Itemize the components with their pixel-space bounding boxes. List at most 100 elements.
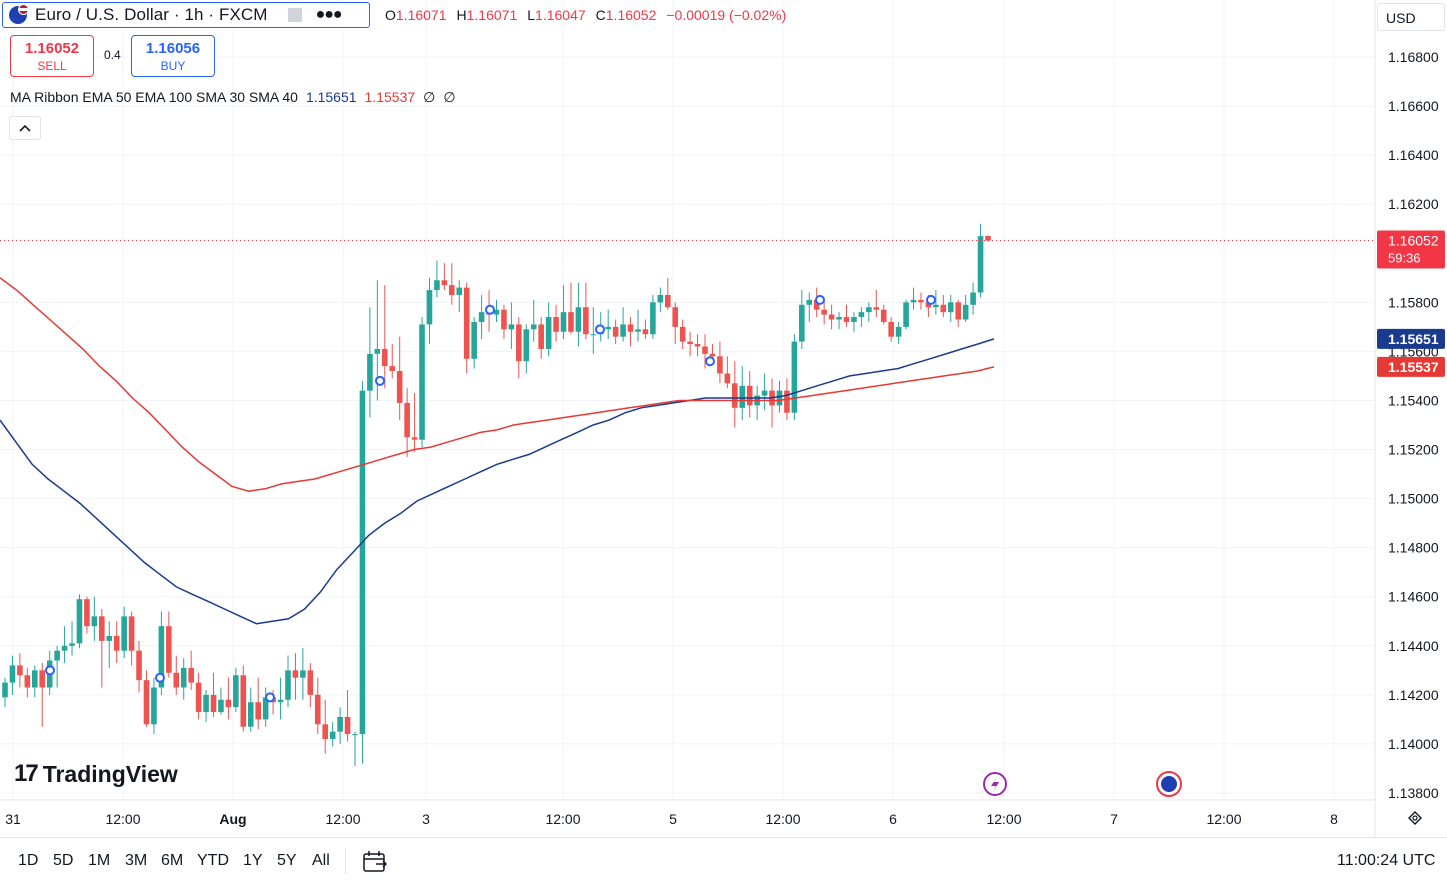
candle-body	[918, 299, 924, 303]
candle-body	[76, 599, 83, 644]
x-tick-label: 12:00	[986, 811, 1021, 827]
candle-body	[828, 314, 835, 320]
candle-body	[947, 302, 954, 313]
currency-selector[interactable]: USD	[1377, 3, 1445, 31]
candle-body	[121, 616, 127, 651]
candle-body	[404, 402, 410, 438]
candle-body	[583, 307, 589, 335]
candle-body	[538, 324, 544, 349]
buy-button[interactable]: 1.16056 BUY	[131, 35, 215, 77]
candle-body	[39, 670, 46, 688]
x-tick-label: Aug	[219, 811, 246, 827]
ema50-value: 1.15651	[305, 89, 357, 105]
event-marker-icon	[155, 672, 165, 683]
candle-body	[151, 687, 157, 725]
event-marker-icon	[485, 304, 495, 315]
candle-body	[873, 307, 880, 310]
candle-body	[441, 280, 448, 286]
candle-body	[17, 665, 23, 676]
lightning-icon	[991, 777, 999, 792]
chart-settings-icon-dot	[1412, 815, 1418, 821]
candle-body	[866, 307, 872, 313]
candle-body	[456, 287, 463, 295]
candle-body	[679, 326, 686, 342]
candle-body	[493, 309, 500, 315]
candle-body	[813, 299, 820, 310]
range-5y-button[interactable]: 5Y	[277, 852, 297, 869]
range-6m-button[interactable]: 6M	[161, 852, 184, 869]
candle-body	[411, 437, 418, 440]
clock-utc[interactable]: 11:00:24 UTC	[1337, 852, 1436, 869]
candle-body	[210, 694, 217, 713]
candle-body	[851, 317, 857, 322]
y-tick-label: 1.13800	[1388, 785, 1439, 801]
candle-body	[2, 682, 8, 698]
sell-label: SELL	[37, 59, 67, 73]
x-tick-label: 7	[1110, 811, 1118, 827]
sell-button[interactable]: 1.16052 SELL	[10, 35, 94, 77]
candle-body	[575, 307, 582, 332]
y-tick-label: 1.15200	[1388, 442, 1439, 458]
candle-body	[314, 694, 321, 725]
x-tick-label: 6	[889, 811, 897, 827]
candle-body	[478, 312, 485, 322]
candle-body	[560, 312, 567, 332]
chart-settings-icon	[1408, 811, 1422, 825]
buy-label: BUY	[160, 59, 186, 73]
range-1y-button[interactable]: 1Y	[243, 852, 263, 869]
collapse-legend-button[interactable]	[9, 116, 41, 140]
more-options-icon[interactable]: ●●●	[315, 6, 343, 23]
candle-body	[84, 599, 90, 627]
x-tick-label: 31	[5, 811, 21, 827]
range-3m-button[interactable]: 3M	[125, 852, 148, 869]
high-value: 1.16071	[466, 7, 518, 23]
symbol-title: Euro / U.S. Dollar · 1h · FXCM	[35, 5, 268, 24]
buy-price: 1.16056	[145, 40, 201, 57]
range-5d-button[interactable]: 5D	[53, 852, 74, 869]
calendar-range-icon[interactable]	[362, 850, 388, 874]
ema100-price-label	[1377, 356, 1445, 377]
ema50-line	[0, 338, 995, 625]
candle-body	[612, 326, 619, 337]
candle-body	[709, 353, 716, 357]
candle-body	[285, 670, 291, 700]
candle-body	[69, 643, 75, 646]
event-marker-icon	[45, 665, 55, 676]
candle-body	[516, 324, 522, 362]
candle-body	[128, 616, 135, 651]
candle-body	[61, 645, 68, 651]
market-status-icon[interactable]	[287, 8, 302, 22]
candle-body	[300, 670, 306, 678]
candle-body	[419, 324, 425, 440]
candle-body	[203, 694, 209, 713]
range-1m-button[interactable]: 1M	[88, 852, 111, 869]
candle-body	[858, 312, 865, 318]
range-ytd-button[interactable]: YTD	[197, 852, 229, 869]
tradingview-logo[interactable]: 17 TradingView	[14, 760, 178, 787]
candle-body	[746, 385, 753, 406]
candle-body	[143, 680, 150, 725]
x-tick-label: 12:00	[325, 811, 360, 827]
candle-body	[374, 348, 381, 354]
candle-body	[180, 667, 187, 688]
ema100-price-text: 1.15537	[1388, 359, 1439, 375]
candle-body	[240, 675, 247, 727]
candle-body	[91, 616, 98, 627]
candle-body	[166, 626, 172, 673]
candle-body	[925, 302, 932, 308]
range-1d-button[interactable]: 1D	[18, 852, 39, 869]
y-tick-label: 1.14000	[1388, 736, 1439, 752]
indicator-legend[interactable]: MA Ribbon EMA 50 EMA 100 SMA 30 SMA 40 1…	[10, 89, 456, 106]
symbol-search-button[interactable]: Euro / U.S. Dollar · 1h · FXCM ●●●	[2, 2, 370, 28]
event-marker-icon	[815, 294, 825, 305]
range-all-button[interactable]: All	[312, 852, 330, 869]
candle-body	[337, 716, 343, 732]
candle-body	[568, 312, 574, 332]
candle-body	[389, 366, 396, 372]
candle-body	[426, 290, 433, 325]
toolbar-divider	[345, 848, 346, 874]
candle-body	[523, 329, 530, 362]
candle-body	[396, 371, 403, 403]
candle-body	[344, 716, 351, 735]
